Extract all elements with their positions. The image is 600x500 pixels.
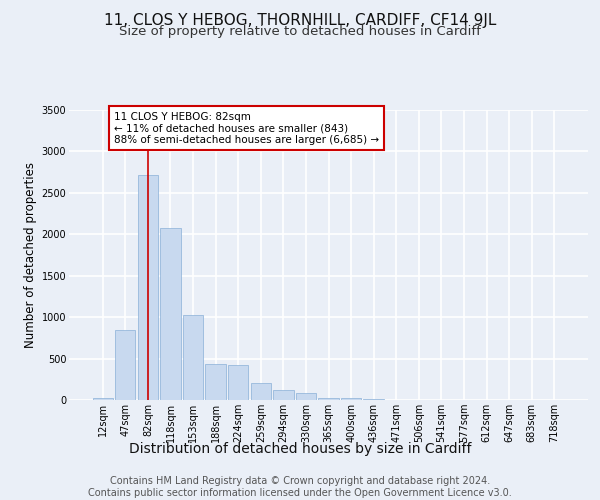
Bar: [183, 316, 203, 400]
Bar: [296, 394, 316, 400]
Bar: [273, 390, 293, 400]
Bar: [251, 384, 271, 400]
Bar: [160, 228, 181, 400]
Bar: [205, 364, 226, 400]
Y-axis label: Number of detached properties: Number of detached properties: [25, 162, 37, 348]
Bar: [364, 399, 384, 400]
Text: 11 CLOS Y HEBOG: 82sqm
← 11% of detached houses are smaller (843)
88% of semi-de: 11 CLOS Y HEBOG: 82sqm ← 11% of detached…: [114, 112, 379, 145]
Text: Size of property relative to detached houses in Cardiff: Size of property relative to detached ho…: [119, 25, 481, 38]
Bar: [92, 398, 113, 400]
Bar: [228, 365, 248, 400]
Bar: [138, 174, 158, 400]
Bar: [115, 330, 136, 400]
Bar: [319, 398, 338, 400]
Text: Distribution of detached houses by size in Cardiff: Distribution of detached houses by size …: [129, 442, 471, 456]
Text: 11, CLOS Y HEBOG, THORNHILL, CARDIFF, CF14 9JL: 11, CLOS Y HEBOG, THORNHILL, CARDIFF, CF…: [104, 12, 496, 28]
Text: Contains HM Land Registry data © Crown copyright and database right 2024.: Contains HM Land Registry data © Crown c…: [110, 476, 490, 486]
Bar: [341, 398, 361, 400]
Text: Contains public sector information licensed under the Open Government Licence v3: Contains public sector information licen…: [88, 488, 512, 498]
